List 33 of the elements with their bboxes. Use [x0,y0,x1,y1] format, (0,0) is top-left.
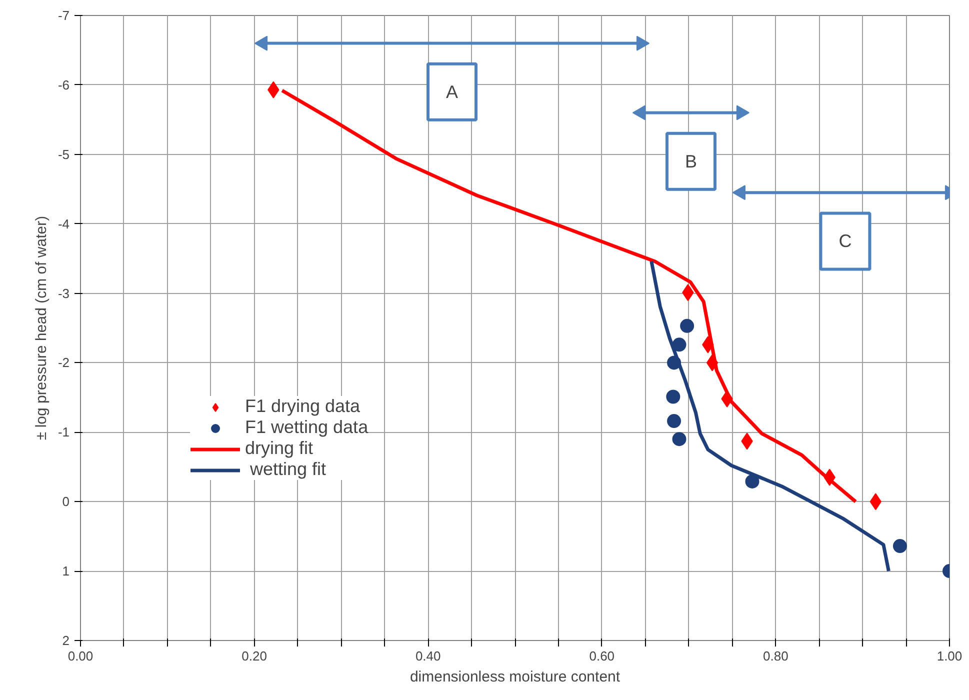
legend-label: drying fit [245,438,314,459]
point [667,414,682,428]
annotation: B [684,151,697,172]
point [745,474,760,488]
point [666,390,680,404]
y-tick-label: 0 [62,494,70,510]
y-tick-label: -2 [58,355,70,370]
y-tick-label: -3 [58,286,70,301]
point [672,432,686,446]
line-series [650,260,890,573]
x-tick-label: 1.00 [936,648,962,664]
x-tick-label: 0.60 [589,648,615,664]
y-tick-label: 1 [62,564,70,579]
y-tick-label: -7 [58,8,70,23]
x-tick-label: 0.20 [242,648,267,664]
legend-label: F1 drying data [245,396,360,417]
point [680,318,694,333]
legend-label: F1 wetting data [245,417,368,438]
x-tick-label: 0.00 [68,648,94,664]
x-tick-label: 0.80 [763,648,788,664]
y-tick-label: 2 [62,633,70,648]
legend-label: wetting fit [249,459,326,480]
x-axis-title: dimensionless moisture content [410,668,621,686]
annotation: A [446,82,458,102]
point [672,338,686,352]
point [892,539,907,554]
y-tick-label: -4 [58,216,70,232]
y-axis-title: ± log pressure head (cm of water) [32,216,50,440]
x-tick-label: 0.40 [415,648,441,664]
y-tick-label: -6 [58,77,70,92]
y-tick-label: -5 [58,146,70,162]
y-tick-label: -1 [58,424,70,440]
annotation: C [838,231,852,252]
